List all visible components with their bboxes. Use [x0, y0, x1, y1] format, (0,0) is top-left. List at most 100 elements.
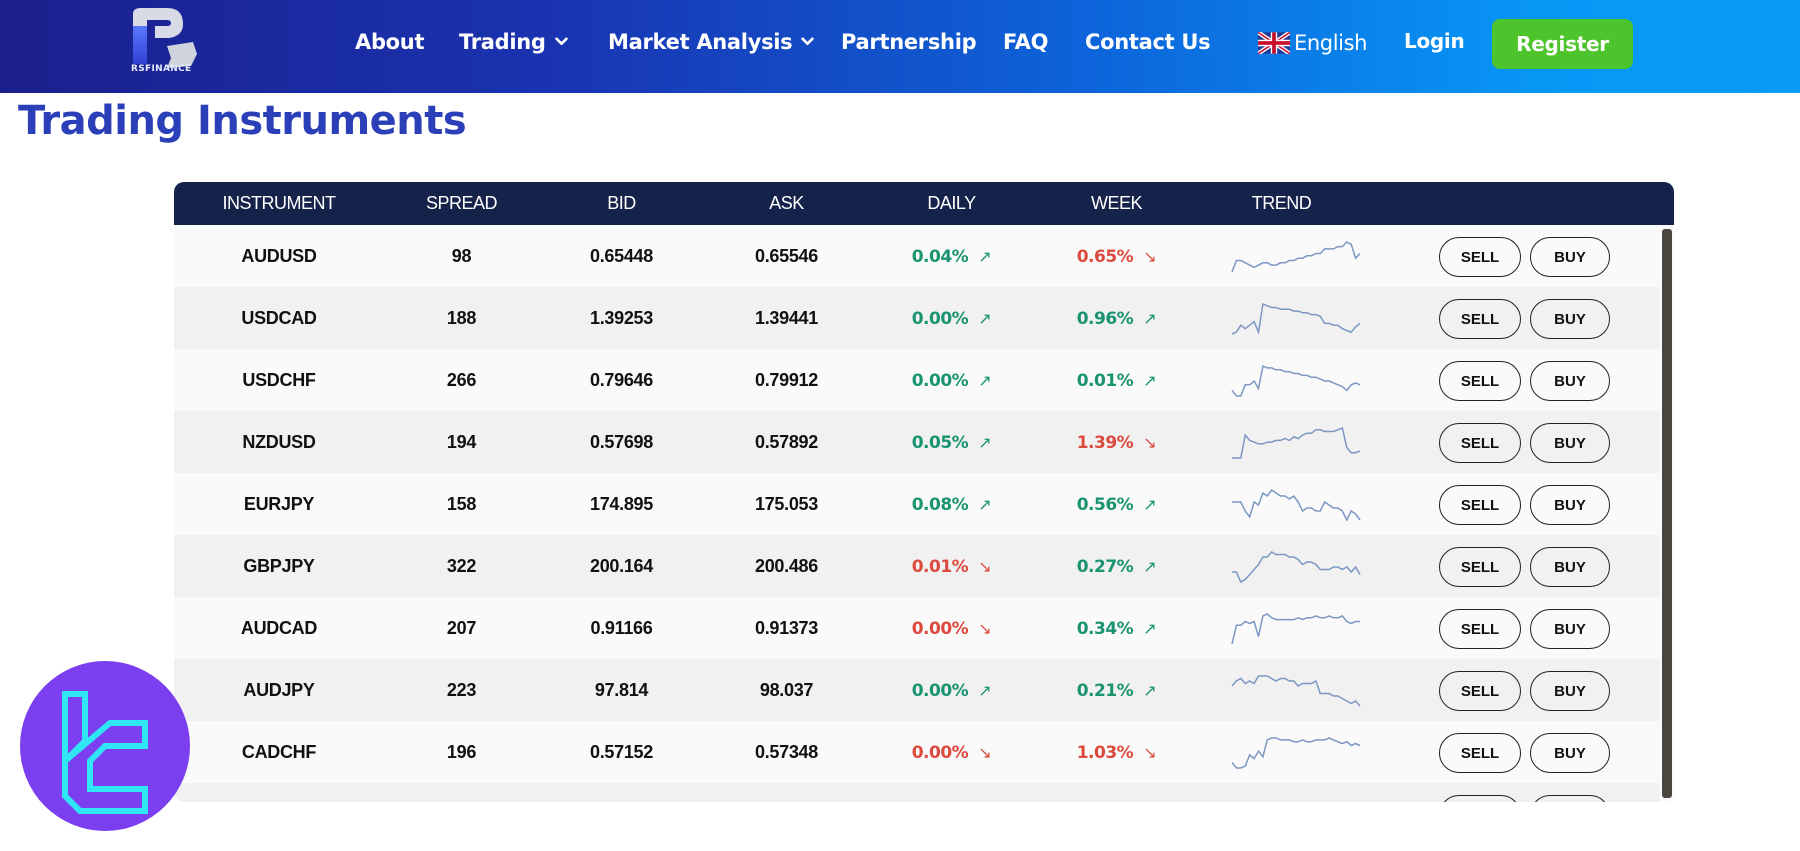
table-row: AUDJPY 223 97.814 98.037 0.00% ↗ 0.21% ↗ SELL BUY — [174, 659, 1660, 721]
daily-change-value: 0.08% — [911, 495, 969, 515]
nav-faq[interactable]: FAQ — [1003, 30, 1048, 54]
trend-sparkline — [1231, 675, 1361, 707]
sell-button[interactable]: SELL — [1439, 299, 1521, 339]
week-change-value: 0.21% — [1076, 681, 1134, 701]
buy-button[interactable]: BUY — [1530, 299, 1610, 339]
nav-market-analysis-label: Market Analysis — [608, 30, 793, 54]
daily-change-value: 0.00% — [911, 743, 969, 763]
daily-change-cell: 0.05% ↗ — [869, 411, 1034, 473]
daily-change-value: 0.04% — [911, 247, 969, 267]
sell-button[interactable]: SELL — [1439, 423, 1521, 463]
instrument-cell: GBPJPY — [243, 556, 315, 576]
daily-change-value: 0.00% — [911, 309, 969, 329]
buy-button[interactable]: BUY — [1530, 671, 1610, 711]
instrument-cell: EURJPY — [243, 494, 315, 514]
week-change-cell: 0.34% ↗ — [1034, 597, 1199, 659]
nav-about-label: About — [355, 30, 425, 54]
arrow-up-right-icon: ↗ — [1143, 621, 1157, 638]
week-change-value: 0.34% — [1076, 619, 1134, 639]
week-change-value: 0.01% — [1076, 371, 1134, 391]
uk-flag-icon — [1258, 32, 1290, 54]
scrollbar-thumb[interactable] — [1662, 229, 1672, 798]
instrument-cell: CADCHF — [241, 742, 317, 762]
sell-button[interactable]: SELL — [1439, 671, 1521, 711]
language-selector[interactable]: English — [1258, 31, 1367, 55]
trend-sparkline — [1231, 364, 1361, 397]
nav-partnership-label: Partnership — [841, 30, 977, 54]
trend-sparkline — [1231, 302, 1361, 335]
sell-button[interactable]: SELL — [1439, 609, 1521, 649]
spread-cell: 188 — [446, 308, 477, 328]
arrow-down-right-icon: ↘ — [978, 621, 992, 638]
arrow-up-right-icon: ↗ — [1143, 559, 1157, 576]
table-header: INSTRUMENT SPREAD BID ASK DAILY WEEK TRE… — [174, 182, 1674, 225]
daily-change-cell: 0.04% ↗ — [869, 225, 1034, 287]
table-scrollbar[interactable] — [1660, 225, 1674, 802]
nav-market-analysis[interactable]: Market Analysis — [608, 30, 815, 54]
bid-cell: 1.39253 — [590, 308, 653, 328]
buy-button[interactable]: BUY — [1530, 423, 1610, 463]
instrument-cell: AUDUSD — [241, 246, 317, 266]
buy-button[interactable]: BUY — [1530, 609, 1610, 649]
week-change-value: 0.27% — [1076, 557, 1134, 577]
week-change-value: 1.03% — [1076, 743, 1134, 763]
buy-button[interactable] — [1530, 795, 1610, 802]
sell-button[interactable]: SELL — [1439, 547, 1521, 587]
buy-button[interactable]: BUY — [1530, 485, 1610, 525]
spread-cell: 158 — [446, 494, 477, 514]
spread-cell: 194 — [446, 432, 477, 452]
nav-contact-us[interactable]: Contact Us — [1085, 30, 1211, 54]
buy-button[interactable]: BUY — [1530, 547, 1610, 587]
column-header-daily: DAILY — [927, 193, 976, 213]
sell-button[interactable]: SELL — [1439, 485, 1521, 525]
arrow-up-right-icon: ↗ — [1143, 311, 1157, 328]
table-row: USDCHF 266 0.79646 0.79912 0.00% ↗ 0.01% ↗ SELL B… — [174, 349, 1660, 411]
bid-cell: 97.814 — [594, 680, 649, 700]
ask-cell: 0.57892 — [755, 432, 818, 452]
register-button[interactable]: Register — [1492, 19, 1633, 69]
daily-change-value: 0.00% — [911, 619, 969, 639]
login-link[interactable]: Login — [1404, 29, 1465, 53]
watermark-logo-icon — [20, 661, 190, 831]
trend-line — [1231, 737, 1361, 769]
table-body: AUDUSD 98 0.65448 0.65546 0.04% ↗ 0.65% ↘ SELL BU… — [174, 225, 1660, 802]
sell-button[interactable]: SELL — [1439, 733, 1521, 773]
trend-sparkline — [1232, 488, 1361, 522]
arrow-up-right-icon: ↗ — [978, 373, 992, 390]
nav-trading[interactable]: Trading — [459, 30, 568, 54]
sell-button[interactable]: SELL — [1439, 237, 1521, 277]
top-navbar: RSFINANCE About Trading Market Analysis … — [0, 0, 1800, 93]
spread-cell: 98 — [451, 246, 472, 266]
trend-line — [1231, 364, 1361, 397]
nav-about[interactable]: About — [355, 30, 425, 54]
trend-sparkline — [1231, 241, 1361, 273]
spread-cell: 266 — [446, 370, 477, 390]
buy-button[interactable]: BUY — [1530, 361, 1610, 401]
trend-line — [1232, 551, 1361, 584]
sell-button[interactable]: SELL — [1439, 361, 1521, 401]
arrow-up-right-icon: ↗ — [1143, 373, 1157, 390]
table-row: NZDUSD 194 0.57698 0.57892 0.05% ↗ 1.39% ↘ SELL B… — [174, 411, 1660, 473]
ask-cell: 175.053 — [755, 494, 818, 514]
trend-line — [1231, 241, 1361, 273]
ask-cell: 0.57348 — [755, 742, 818, 762]
column-header-instrument: INSTRUMENT — [222, 193, 337, 213]
week-change-cell: 0.56% ↗ — [1034, 473, 1199, 535]
daily-change-value: 0.00% — [911, 681, 969, 701]
ask-cell: 0.65546 — [755, 246, 818, 266]
rsfinance-logo-icon[interactable] — [127, 6, 203, 78]
table-row-partial — [174, 783, 1660, 802]
nav-trading-label: Trading — [459, 30, 546, 54]
daily-change-cell: 0.00% ↗ — [869, 659, 1034, 721]
instrument-cell: NZDUSD — [242, 432, 316, 452]
chevron-down-icon — [554, 36, 568, 45]
table-row: USDCAD 188 1.39253 1.39441 0.00% ↗ 0.96% ↗ SELL B… — [174, 287, 1660, 349]
bid-cell: 0.57152 — [590, 742, 653, 762]
week-change-cell: 0.96% ↗ — [1034, 287, 1199, 349]
buy-button[interactable]: BUY — [1530, 237, 1610, 277]
sell-button[interactable] — [1439, 795, 1521, 802]
buy-button[interactable]: BUY — [1530, 733, 1610, 773]
nav-partnership[interactable]: Partnership — [841, 30, 977, 54]
ask-cell: 0.79912 — [755, 370, 818, 390]
trend-sparkline — [1231, 613, 1360, 645]
